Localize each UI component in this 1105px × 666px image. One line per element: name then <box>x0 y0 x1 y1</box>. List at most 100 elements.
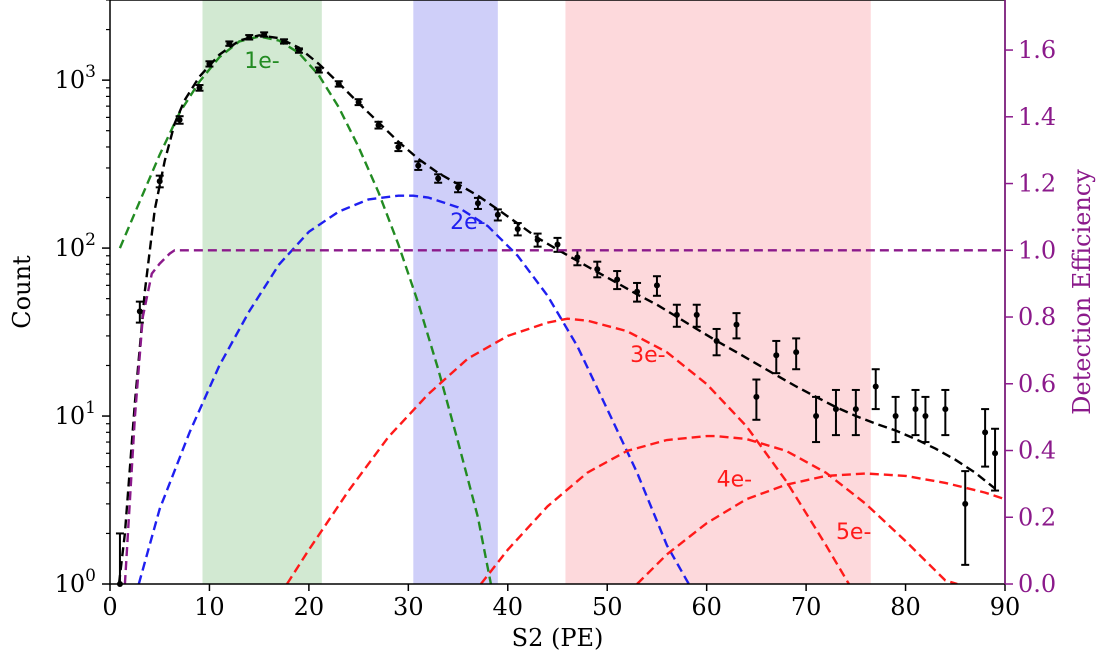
data-marker <box>176 116 183 123</box>
data-point <box>175 115 184 125</box>
data-marker <box>375 122 382 129</box>
y2-axis-label: Detection Efficiency <box>1068 169 1096 415</box>
data-marker <box>355 99 362 106</box>
data-point <box>225 40 234 47</box>
data-point <box>115 532 124 587</box>
data-point <box>752 378 761 421</box>
data-marker <box>281 38 288 45</box>
y2-tick-label: 0.2 <box>1018 503 1056 531</box>
data-point <box>260 31 269 38</box>
data-point <box>280 38 289 45</box>
shaded-region-3 <box>565 0 871 584</box>
x-tick-label: 30 <box>393 593 424 621</box>
data-marker <box>514 225 521 232</box>
data-marker <box>852 406 859 413</box>
y2-tick-label: 0.4 <box>1018 437 1056 465</box>
data-marker <box>474 200 481 207</box>
data-marker <box>832 406 839 413</box>
data-point <box>434 173 443 184</box>
data-marker <box>554 241 561 248</box>
data-marker <box>435 175 442 182</box>
y2-tick-label: 1.2 <box>1018 170 1056 198</box>
data-marker <box>892 413 899 420</box>
data-marker <box>962 500 969 507</box>
data-point <box>792 337 801 371</box>
data-point <box>981 408 990 468</box>
label-2e: 2e- <box>450 210 485 235</box>
data-marker <box>315 66 322 73</box>
data-marker <box>992 450 999 457</box>
y2-axis: 0.0 0.2 0.4 0.6 0.8 1.0 1.2 1.4 1.6 <box>1005 36 1056 598</box>
curve-4e <box>479 434 958 584</box>
data-marker <box>494 211 501 218</box>
x-tick-label: 10 <box>194 593 225 621</box>
data-point <box>354 98 363 107</box>
x-tick-label: 0 <box>102 593 117 621</box>
data-point <box>593 260 602 279</box>
data-point <box>513 222 522 237</box>
data-marker <box>226 40 233 47</box>
curve-labels: 1e- 2e- 3e- 4e- 5e- <box>244 49 871 545</box>
data-marker <box>156 178 163 185</box>
data-marker <box>534 236 541 243</box>
data-marker <box>594 266 601 273</box>
y-axis: 100 101 102 103 <box>55 0 110 598</box>
data-marker <box>982 429 989 436</box>
data-point <box>473 196 482 210</box>
data-point <box>195 84 204 92</box>
y-tick-label: 102 <box>55 230 96 262</box>
y2-tick-label: 0.0 <box>1018 570 1056 598</box>
data-point <box>851 388 860 437</box>
data-marker <box>196 84 203 91</box>
data-point <box>831 388 840 437</box>
curve-5e <box>636 472 1005 584</box>
data-marker <box>335 80 342 87</box>
y-tick-label: 100 <box>55 566 96 598</box>
data-marker <box>872 383 879 390</box>
data-marker <box>295 47 302 54</box>
shaded-regions <box>202 0 871 584</box>
data-point <box>454 181 463 194</box>
data-point <box>553 236 562 253</box>
data-marker <box>395 143 402 150</box>
x-tick-label: 60 <box>691 593 722 621</box>
y2-tick-label: 1.0 <box>1018 236 1056 264</box>
data-point <box>294 47 303 54</box>
data-point <box>961 470 970 566</box>
data-marker <box>455 184 462 191</box>
shaded-region-1 <box>202 0 322 584</box>
x-tick-label: 50 <box>592 593 623 621</box>
data-point <box>155 174 164 189</box>
data-marker <box>614 276 621 283</box>
x-axis: 0 10 20 30 40 50 60 70 80 90 <box>102 584 1020 621</box>
data-point <box>394 142 403 153</box>
data-marker <box>753 393 760 400</box>
curve-3e <box>285 317 850 584</box>
data-points <box>115 31 1000 587</box>
data-point <box>414 160 423 171</box>
data-marker <box>415 162 422 169</box>
efficiency-curve-group <box>123 249 1005 584</box>
data-marker <box>942 406 949 413</box>
y-tick-label: 101 <box>55 398 96 430</box>
data-marker <box>261 31 268 38</box>
data-point <box>314 66 323 74</box>
data-marker <box>773 352 780 359</box>
data-point <box>334 80 343 88</box>
data-point <box>493 208 502 222</box>
y-axis-label: Count <box>8 255 36 329</box>
curve-2e <box>137 194 690 584</box>
data-point <box>712 327 721 357</box>
data-point <box>374 120 383 130</box>
x-tick-label: 70 <box>791 593 822 621</box>
data-marker <box>574 254 581 261</box>
data-point <box>921 395 930 444</box>
data-marker <box>246 34 253 41</box>
data-point <box>245 34 254 41</box>
x-tick-label: 40 <box>493 593 524 621</box>
y2-tick-label: 1.4 <box>1018 103 1056 131</box>
data-point <box>135 300 144 324</box>
data-point <box>772 339 781 375</box>
y2-tick-label: 0.8 <box>1018 303 1056 331</box>
